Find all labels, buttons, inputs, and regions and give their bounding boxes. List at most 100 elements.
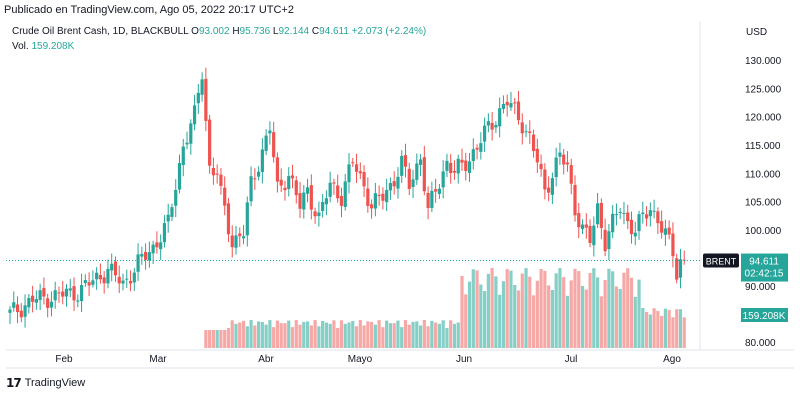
price-tick-label: 130.000 xyxy=(745,56,782,67)
candle-body xyxy=(603,229,607,252)
candle-body xyxy=(83,280,87,284)
volume-bar xyxy=(275,320,280,348)
volume-bar xyxy=(603,279,607,348)
candle-body xyxy=(490,122,494,130)
volume-bar xyxy=(644,311,649,348)
volume-bar xyxy=(584,289,588,348)
last-price-badge xyxy=(741,253,788,282)
candle-body xyxy=(547,187,551,193)
volume-bar xyxy=(385,320,389,348)
volume-bar xyxy=(652,308,656,348)
candle-body xyxy=(72,286,76,301)
volume-value: 159.208K xyxy=(31,41,75,52)
candle-body xyxy=(607,231,611,250)
volume-bar xyxy=(230,320,234,348)
candle-body xyxy=(177,163,182,190)
volume-bar xyxy=(558,268,562,348)
candle-body xyxy=(226,203,231,235)
volume-bar xyxy=(317,326,321,348)
brand-name: TradingView xyxy=(24,377,86,389)
price-tick-label: 80.000 xyxy=(745,338,776,349)
volume-bar xyxy=(629,277,634,348)
price-tick-label: 120.000 xyxy=(745,113,782,124)
volume-bar xyxy=(377,320,381,348)
candle-body xyxy=(53,290,57,301)
volume-bar xyxy=(648,314,652,348)
footer-brand[interactable]: 𝟭𝟳 TradingView xyxy=(6,376,85,390)
candle-body xyxy=(64,288,69,297)
volume-bar xyxy=(287,320,291,348)
candle-body xyxy=(260,149,264,173)
volume-badge-text: 159.208K xyxy=(743,311,786,322)
volume-bar xyxy=(411,321,415,348)
volume-bar xyxy=(516,290,521,348)
candle-body xyxy=(238,233,242,237)
volume-bar xyxy=(302,321,306,348)
time-label: Ago xyxy=(663,354,681,365)
volume-bar xyxy=(637,279,641,348)
volume-legend: Vol. 159.208K xyxy=(12,41,74,52)
volume-bar xyxy=(290,327,295,348)
candle-body xyxy=(19,310,23,318)
candle-body xyxy=(388,183,393,191)
volume-bar xyxy=(403,320,408,348)
volume-bar xyxy=(486,273,490,348)
symbol-name[interactable]: Crude Oil Brent Cash, 1D, BLACKBULL xyxy=(12,26,189,37)
volume-bar xyxy=(400,327,404,348)
candle-body xyxy=(162,223,167,243)
candle-body xyxy=(113,261,118,276)
candle-body xyxy=(656,211,660,224)
last-price-text: 94.611 xyxy=(749,257,779,268)
candle-body xyxy=(12,302,16,308)
candle-body xyxy=(675,258,679,280)
volume-bar xyxy=(464,294,468,348)
candle-body xyxy=(144,251,148,260)
low-value: 92.144 xyxy=(278,26,310,37)
candle-body xyxy=(95,272,99,280)
volume-bar xyxy=(592,268,596,348)
candle-body xyxy=(671,233,675,257)
candle-body xyxy=(305,187,310,194)
candle-body xyxy=(449,162,453,174)
volume-bar xyxy=(249,320,253,348)
symbol-tag-text: BRENT xyxy=(706,257,737,267)
published-header: Publicado en TradingView.com, Ago 05, 20… xyxy=(4,4,294,16)
candle-body xyxy=(42,288,46,297)
candle-body xyxy=(159,242,163,250)
volume-bar xyxy=(268,320,272,348)
candle-body xyxy=(434,189,438,192)
volume-bar xyxy=(305,321,310,348)
candle-body xyxy=(68,288,72,291)
candle-body xyxy=(358,171,362,174)
candle-body xyxy=(151,244,155,254)
volume-bar xyxy=(663,308,667,348)
candle-body xyxy=(418,159,423,165)
volume-bar xyxy=(460,276,464,348)
time-label: Jul xyxy=(565,354,578,365)
candle-body xyxy=(520,122,524,134)
volume-bar xyxy=(565,295,570,348)
volume-bar xyxy=(611,271,615,348)
symbol-tag-badge xyxy=(703,253,739,268)
candle-body xyxy=(584,224,588,228)
volume-bar xyxy=(392,323,396,348)
volume-bar xyxy=(471,269,475,348)
volume-bar xyxy=(656,310,660,348)
volume-bar xyxy=(569,280,573,348)
volume-bar xyxy=(501,281,506,348)
volume-bar xyxy=(351,320,355,348)
volume-bar xyxy=(339,320,344,348)
candle-body xyxy=(38,290,42,300)
candle-body xyxy=(633,232,637,237)
candle-body xyxy=(283,187,287,191)
candle-body xyxy=(57,292,61,294)
volume-bar xyxy=(524,268,528,348)
candle-body xyxy=(46,298,50,308)
candle-body xyxy=(464,160,468,172)
candle-body xyxy=(76,300,80,302)
candle-body xyxy=(324,198,328,205)
candle-body xyxy=(249,176,253,202)
candle-body xyxy=(430,190,434,208)
high-value: 95.736 xyxy=(239,26,271,37)
